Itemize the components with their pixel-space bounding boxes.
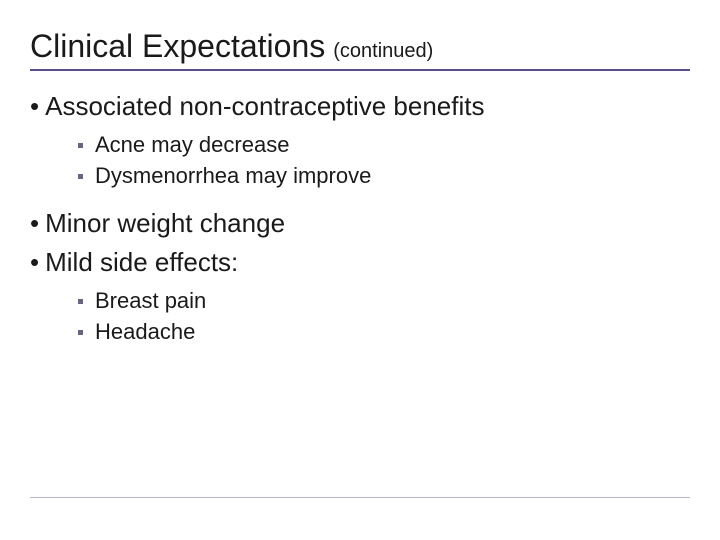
square-bullet-icon (78, 143, 83, 148)
bullet-text: Acne may decrease (95, 130, 289, 161)
footer-divider (30, 497, 690, 498)
bullet-text: Minor weight change (45, 206, 285, 241)
bullet-level2: Acne may decrease (78, 130, 690, 161)
bullet-text: Mild side effects: (45, 245, 238, 280)
bullet-dot-icon: • (30, 206, 39, 241)
bullet-level2: Breast pain (78, 286, 690, 317)
bullet-text: Associated non-contraceptive benefits (45, 89, 484, 124)
bullet-dot-icon: • (30, 89, 39, 124)
bullet-level1: • Mild side effects: (30, 245, 690, 280)
bullet-text: Breast pain (95, 286, 206, 317)
bullet-text: Headache (95, 317, 195, 348)
sub-bullet-group: Acne may decrease Dysmenorrhea may impro… (30, 130, 690, 192)
bullet-level2: Dysmenorrhea may improve (78, 161, 690, 192)
slide-title: Clinical Expectations (30, 28, 325, 65)
square-bullet-icon (78, 299, 83, 304)
square-bullet-icon (78, 330, 83, 335)
bullet-dot-icon: • (30, 245, 39, 280)
bullet-level1: • Associated non-contraceptive benefits (30, 89, 690, 124)
slide-subtitle: (continued) (333, 40, 433, 63)
slide: Clinical Expectations (continued) • Asso… (0, 0, 720, 347)
bullet-text: Dysmenorrhea may improve (95, 161, 371, 192)
bullet-level2: Headache (78, 317, 690, 348)
sub-bullet-group: Breast pain Headache (30, 286, 690, 348)
title-row: Clinical Expectations (continued) (30, 28, 690, 71)
square-bullet-icon (78, 174, 83, 179)
bullet-level1: • Minor weight change (30, 206, 690, 241)
